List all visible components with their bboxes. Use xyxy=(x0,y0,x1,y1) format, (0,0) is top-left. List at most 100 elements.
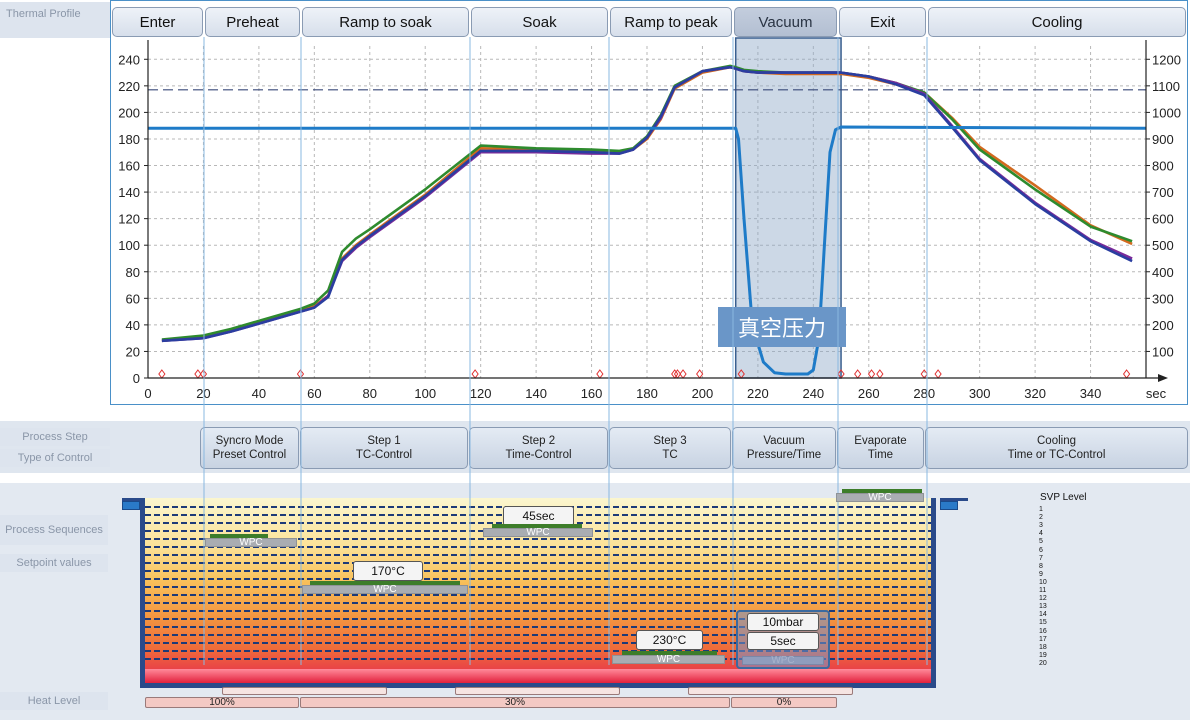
setpoint-10mbar: 10mbar xyxy=(747,613,819,631)
wpc-step2: WPC xyxy=(483,528,593,538)
x-tick-label: 160 xyxy=(581,386,603,401)
step-title: Vacuum xyxy=(763,435,805,447)
step-2[interactable]: Step 2 Time-Control xyxy=(469,427,608,469)
wpc-step1: WPC xyxy=(302,585,468,595)
y-tick-label: 200 xyxy=(118,105,140,120)
x-tick-label: 200 xyxy=(692,386,714,401)
svp-level-number: 11 xyxy=(1039,587,1047,594)
step-title: Step 1 xyxy=(367,435,401,447)
x-tick-label: 320 xyxy=(1024,386,1046,401)
step-3[interactable]: Step 3 TC xyxy=(609,427,731,469)
series-line-4 xyxy=(148,125,1147,376)
svp-level-number: 15 xyxy=(1039,619,1047,627)
wpc-step2-top xyxy=(492,524,582,528)
svp-level-number: 18 xyxy=(1039,643,1047,651)
thermal-profile-label: Thermal Profile xyxy=(0,2,110,38)
heat-bar-upper-2 xyxy=(455,687,620,695)
x-tick-label: 40 xyxy=(252,386,266,401)
svp-level-title: SVP Level xyxy=(1040,492,1087,503)
svp-level-number: 9 xyxy=(1039,570,1043,578)
x-tick-label: 0 xyxy=(144,386,151,401)
y2-tick-label: 400 xyxy=(1152,265,1174,280)
y2-tick-label: 900 xyxy=(1152,132,1174,147)
y-tick-label: 40 xyxy=(126,318,140,333)
tank-rim-right xyxy=(940,498,968,501)
step-title: Cooling xyxy=(1037,435,1076,447)
phase-cooling[interactable]: Cooling xyxy=(928,7,1186,37)
phase-preheat[interactable]: Preheat xyxy=(205,7,300,37)
tank-lip-left xyxy=(122,501,140,510)
heater-plate xyxy=(145,669,931,683)
svp-level-number: 8 xyxy=(1039,562,1043,570)
svp-level-number: 4 xyxy=(1039,530,1043,538)
step-control: Time-Control xyxy=(505,449,572,461)
wpc-preheat: WPC xyxy=(205,538,297,548)
y2-tick-label: 1000 xyxy=(1152,105,1181,120)
y-tick-label: 180 xyxy=(118,132,140,147)
x-tick-label: 80 xyxy=(363,386,377,401)
svp-level-number: 20 xyxy=(1039,659,1047,667)
y2-tick-label: 200 xyxy=(1152,318,1174,333)
phase-ramp-to-peak[interactable]: Ramp to peak xyxy=(610,7,732,37)
x-tick-label: 100 xyxy=(414,386,436,401)
y2-tick-label: 800 xyxy=(1152,159,1174,174)
heat-level-100: 100% xyxy=(145,697,299,708)
svp-level-number: 12 xyxy=(1039,595,1047,603)
heat-level-label: Heat Level xyxy=(0,692,108,710)
heat-bar-upper-1 xyxy=(222,687,387,695)
step-control: Pressure/Time xyxy=(746,449,822,461)
y2-tick-label: 1100 xyxy=(1152,79,1180,94)
x-axis-arrow xyxy=(1158,374,1168,382)
step-title: Evaporate xyxy=(854,435,907,447)
x-tick-label: 280 xyxy=(913,386,935,401)
y2-tick-label: 300 xyxy=(1152,291,1174,306)
step-control: TC-Control xyxy=(355,449,413,461)
step-control: Time or TC-Control xyxy=(1007,449,1106,461)
svp-level-number: 1 xyxy=(1039,506,1043,513)
phase-ramp-to-soak[interactable]: Ramp to soak xyxy=(302,7,469,37)
wpc-evaporate-top xyxy=(842,489,922,493)
y-tick-label: 60 xyxy=(126,291,140,306)
setpoint-45sec: 45sec xyxy=(503,506,574,526)
y2-tick-label: 100 xyxy=(1152,344,1174,359)
tank-lip-right xyxy=(940,501,958,510)
y-tick-label: 100 xyxy=(118,238,140,253)
step-1[interactable]: Step 1 TC-Control xyxy=(300,427,468,469)
svp-level-number: 5 xyxy=(1039,538,1043,546)
phase-soak[interactable]: Soak xyxy=(471,7,608,37)
thermal-profile-chart xyxy=(110,0,1188,405)
setpoint-170c: 170°C xyxy=(353,561,423,581)
step-syncro-mode[interactable]: Syncro Mode Preset Control xyxy=(200,427,299,469)
step-control: TC xyxy=(662,449,678,461)
y-tick-label: 80 xyxy=(126,265,140,280)
step-evaporate[interactable]: Evaporate Time xyxy=(837,427,924,469)
setpoint-5sec: 5sec xyxy=(747,632,819,650)
step-title: Step 2 xyxy=(521,435,556,447)
type-of-control-label: Type of Control xyxy=(0,449,110,467)
y-tick-label: 0 xyxy=(133,371,140,386)
step-title: Step 3 xyxy=(653,435,687,447)
x-unit-label: sec xyxy=(1146,386,1167,401)
y-tick-label: 240 xyxy=(118,52,140,67)
svp-level-number: 17 xyxy=(1039,635,1047,643)
svp-level-number: 3 xyxy=(1039,522,1043,530)
phase-enter[interactable]: Enter xyxy=(112,7,203,37)
svp-level-number: 19 xyxy=(1039,651,1047,659)
phase-exit[interactable]: Exit xyxy=(839,7,926,37)
x-tick-label: 120 xyxy=(470,386,492,401)
step-control: Time xyxy=(867,449,894,461)
phase-vacuum[interactable]: Vacuum xyxy=(734,7,837,37)
y2-tick-label: 500 xyxy=(1152,238,1174,253)
step-cooling[interactable]: Cooling Time or TC-Control xyxy=(925,427,1188,469)
wpc-step3-top xyxy=(622,651,717,655)
x-tick-label: 180 xyxy=(636,386,658,401)
svp-level-number: 2 xyxy=(1039,514,1043,522)
svp-level-number: 7 xyxy=(1039,554,1043,562)
heat-bar-upper-3 xyxy=(688,687,853,695)
y-tick-label: 140 xyxy=(118,185,140,200)
process-step-label: Process Step xyxy=(0,428,110,446)
wpc-step3: WPC xyxy=(612,655,725,665)
y2-tick-label: 1200 xyxy=(1152,52,1181,67)
step-vacuum[interactable]: Vacuum Pressure/Time xyxy=(732,427,836,469)
